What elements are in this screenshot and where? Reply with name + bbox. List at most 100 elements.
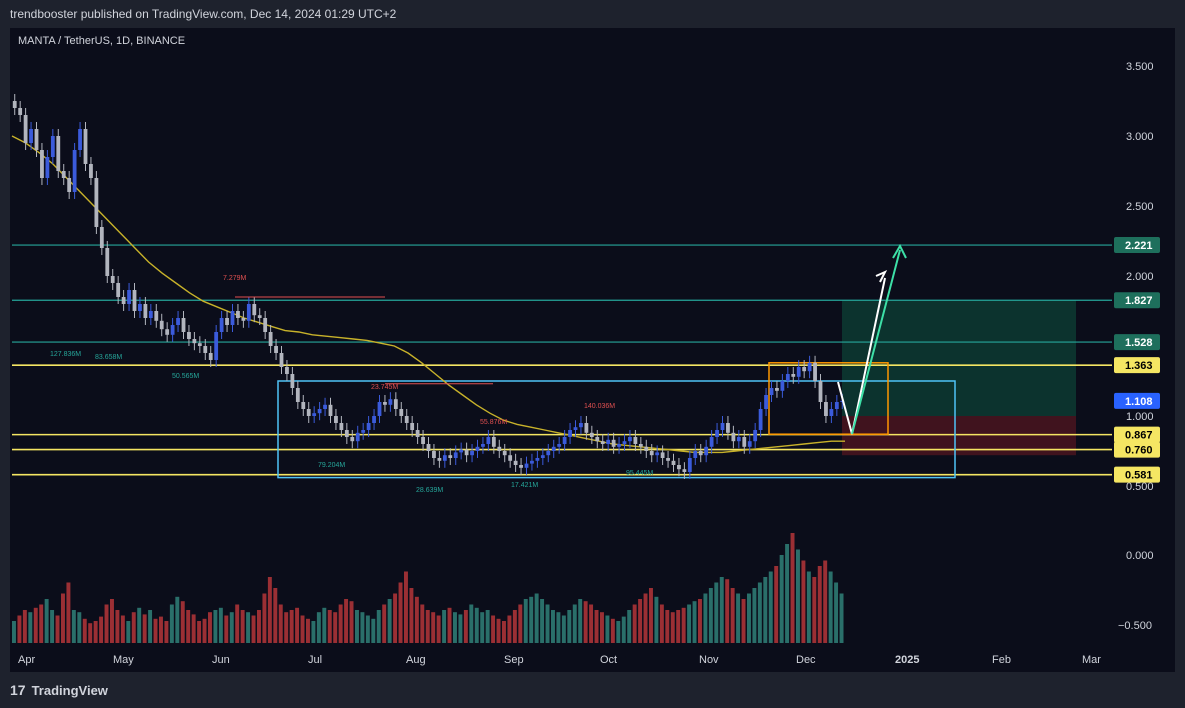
volume-bar — [284, 612, 289, 643]
candle — [780, 381, 785, 391]
candle — [644, 446, 649, 451]
volume-bar — [137, 607, 142, 643]
volume-bar — [491, 615, 496, 643]
candle — [698, 451, 703, 456]
footer-brand[interactable]: 17 TradingView — [10, 680, 108, 700]
volume-bar — [752, 588, 757, 643]
candle — [736, 437, 741, 442]
candle — [491, 437, 496, 447]
candle — [824, 402, 828, 416]
candle — [89, 164, 93, 178]
candle — [459, 449, 464, 453]
price-tick-label: 2.500 — [1126, 201, 1154, 213]
volume-bar — [659, 604, 664, 643]
candle — [148, 311, 153, 318]
candle — [508, 455, 513, 461]
candle — [486, 437, 491, 444]
volume-bar — [61, 593, 65, 643]
volume-bar — [393, 593, 398, 643]
candle — [110, 276, 115, 283]
candle — [432, 451, 436, 458]
volume-tick-label: 0.000 — [1126, 550, 1154, 562]
volume-bar — [692, 601, 697, 643]
candle — [355, 432, 360, 442]
candle — [372, 416, 376, 423]
candle — [295, 388, 300, 402]
volume-bar — [414, 596, 419, 643]
price-tag — [1114, 237, 1160, 254]
volume-bar — [616, 621, 621, 643]
candle — [568, 430, 572, 437]
volume-bar — [670, 612, 675, 643]
candle — [731, 432, 736, 442]
candle — [769, 388, 774, 395]
volume-bar — [99, 616, 104, 643]
price-tag-label: 2.221 — [1125, 240, 1153, 252]
candle — [579, 423, 583, 428]
candle — [181, 318, 186, 332]
price-tag — [1114, 441, 1160, 458]
candle — [45, 157, 50, 178]
volume-bar — [382, 604, 387, 643]
candle — [132, 290, 137, 311]
volume-bar — [496, 618, 501, 643]
candle — [633, 437, 638, 444]
candle — [18, 108, 23, 115]
volume-bar — [327, 610, 332, 643]
volume-bar — [409, 588, 414, 643]
volume-bar — [654, 596, 659, 643]
volume-bar — [589, 604, 594, 643]
price-tag-label: 1.528 — [1125, 337, 1153, 349]
candle — [611, 439, 616, 447]
volume-bar — [316, 612, 321, 643]
volume-bar — [12, 621, 16, 643]
volume-bar — [66, 582, 71, 643]
candle — [481, 444, 485, 447]
volume-bar — [600, 612, 604, 643]
price-tag — [1114, 426, 1160, 443]
volume-bar — [621, 616, 626, 643]
candle — [404, 416, 409, 423]
volume-bar — [545, 604, 550, 643]
volume-bar — [551, 610, 555, 643]
volume-annotation: 28.639M — [416, 487, 443, 494]
volume-bar — [39, 604, 44, 643]
x-axis-label: Jul — [308, 654, 322, 666]
volume-bar — [333, 612, 338, 643]
volume-bar — [142, 614, 147, 643]
volume-bar — [719, 577, 724, 643]
volume-bar — [82, 618, 87, 643]
x-axis-label: Apr — [18, 654, 35, 666]
volume-annotation: 23.745M — [371, 384, 398, 391]
candle — [442, 455, 447, 461]
volume-bar — [817, 566, 822, 643]
candle — [399, 409, 404, 416]
candle — [323, 404, 327, 409]
candle — [546, 451, 551, 456]
volume-bar — [567, 610, 572, 643]
volume-bar — [529, 596, 534, 643]
candle — [497, 446, 502, 451]
volume-bar — [502, 621, 506, 643]
candle — [709, 437, 714, 447]
candle — [241, 318, 246, 321]
volume-bar — [202, 618, 207, 643]
candle — [350, 437, 355, 442]
volume-bar — [180, 601, 185, 643]
x-axis-label: Nov — [699, 654, 719, 666]
volume-bar — [480, 612, 485, 643]
candle — [187, 332, 191, 339]
candle — [339, 423, 344, 430]
candle — [791, 374, 796, 377]
volume-bar — [71, 610, 76, 643]
volume-annotation: 79.204M — [318, 462, 345, 469]
volume-bar — [687, 604, 692, 643]
candle — [551, 446, 556, 451]
candle — [415, 430, 420, 437]
volume-bar — [267, 577, 272, 643]
breakout-box — [768, 362, 889, 435]
candle — [72, 150, 77, 192]
volume-bar — [736, 593, 741, 643]
volume-bar — [453, 612, 457, 643]
